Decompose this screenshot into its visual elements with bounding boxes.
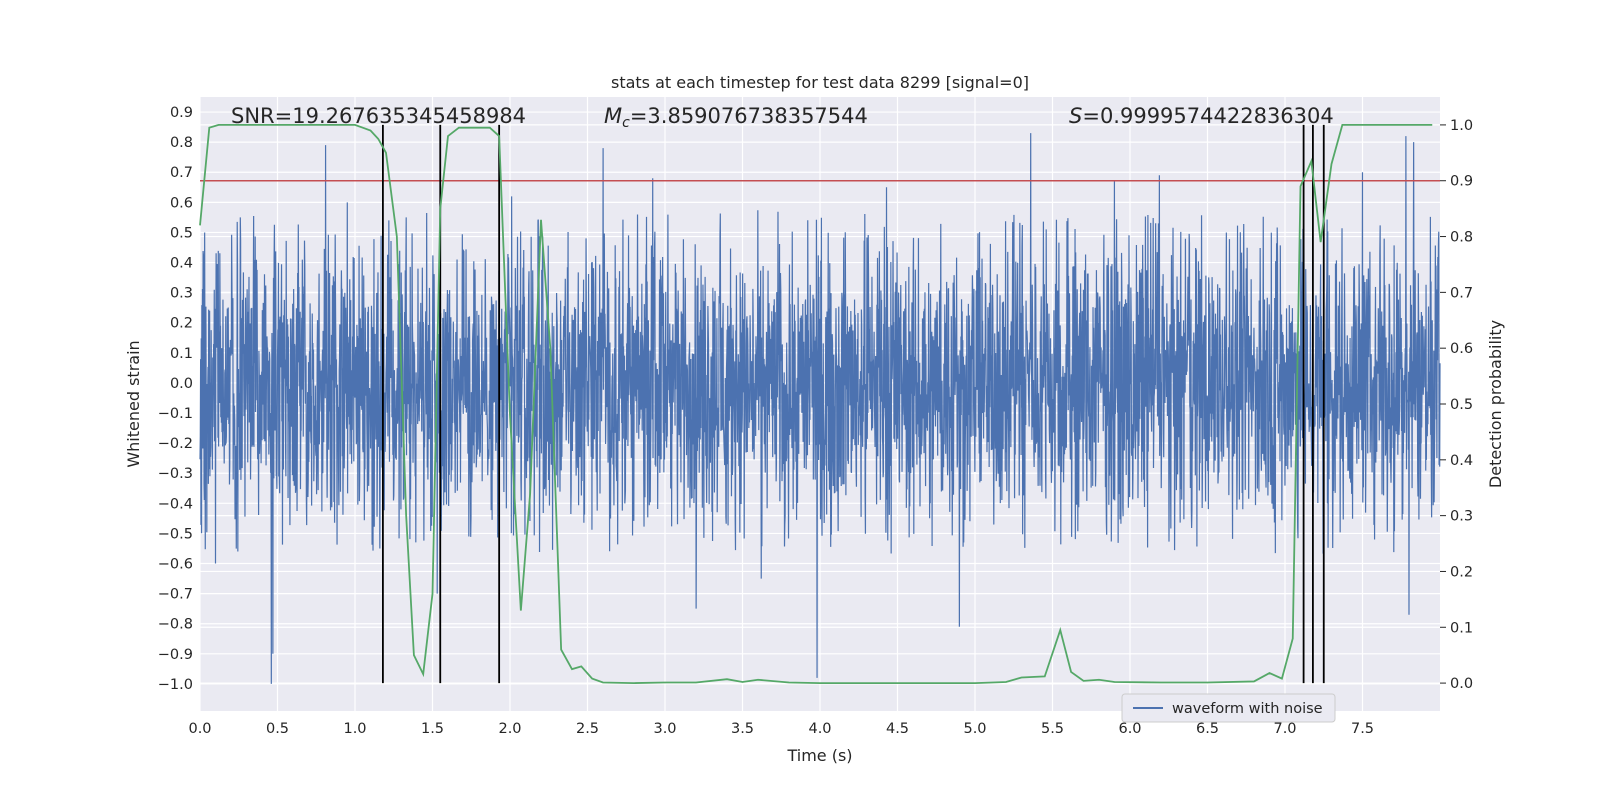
probability-series (199, 124, 1433, 684)
x-tick-label: 5.0 (963, 721, 986, 737)
x-tick-label: 6.5 (1196, 721, 1219, 737)
legend: waveform with noise (1121, 693, 1336, 723)
x-tick-label: 4.5 (886, 721, 909, 737)
x-tick-label: 1.0 (343, 721, 366, 737)
legend-box (1121, 693, 1336, 723)
y-tick-label: −1.0 (158, 677, 193, 693)
y-tick-label: 0.1 (170, 346, 193, 362)
y-tick-label: 0.3 (170, 286, 193, 302)
x-tick-label: 5.5 (1041, 721, 1064, 737)
y2-tick-label: 0.3 (1450, 509, 1473, 525)
y-tick-label: −0.5 (158, 526, 193, 542)
y2-axis-ticks: 1.0 0.9 0.8 0.7 0.6 0.5 0.4 0.3 0.2 0.1 0.0 (1440, 118, 1473, 692)
y-tick-label: −0.6 (158, 557, 193, 573)
waveform-series (199, 133, 1441, 684)
chart-title: stats at each timestep for test data 829… (611, 73, 1029, 92)
y-tick-label: 0.8 (170, 135, 193, 151)
y-tick-label: −0.2 (158, 436, 193, 452)
y2-tick-label: 0.9 (1450, 174, 1473, 190)
y-tick-label: 0.4 (170, 256, 193, 272)
snr-annotation: SNR=19.267635345458984 (231, 104, 526, 128)
x-tick-label: 0.0 (188, 721, 211, 737)
legend-label: waveform with noise (1172, 701, 1323, 717)
y-tick-label: −0.3 (158, 466, 193, 482)
x-tick-label: 2.0 (498, 721, 521, 737)
y-tick-label: 0.9 (170, 105, 193, 121)
y2-tick-label: 0.7 (1450, 285, 1473, 301)
x-axis-ticks: 0.0 0.5 1.0 1.5 2.0 2.5 3.0 3.5 4.0 4.5 5.0 5.5 6.0 6… (188, 721, 1374, 737)
x-tick-label: 1.5 (421, 721, 444, 737)
s-annotation: S=0.9999574422836304 (1069, 104, 1334, 128)
y-tick-label: 0.5 (170, 225, 193, 241)
y-axis-label: Whitened strain (124, 340, 143, 467)
y-tick-label: −0.9 (158, 647, 193, 663)
y-tick-label: 0.6 (170, 195, 193, 211)
y2-tick-label: 0.6 (1450, 341, 1473, 357)
y2-tick-label: 0.8 (1450, 230, 1473, 246)
y2-tick-label: 0.1 (1450, 620, 1473, 636)
y2-tick-label: 0.2 (1450, 564, 1473, 580)
waveform-line (199, 133, 1441, 684)
y-tick-label: −0.1 (158, 406, 193, 422)
y2-tick-label: 0.0 (1450, 676, 1473, 692)
x-tick-label: 3.5 (731, 721, 754, 737)
y-tick-label: −0.7 (158, 587, 193, 603)
y-tick-label: 0.0 (170, 376, 193, 392)
y2-axis-label: Detection probability (1486, 320, 1505, 488)
x-tick-label: 6.0 (1118, 721, 1141, 737)
event-markers (381, 124, 1325, 684)
y-axis-ticks: 0.9 0.8 0.7 0.6 0.5 0.4 0.3 0.2 0.1 0.0 −0.1 −0.2 −0… (158, 105, 193, 693)
x-axis-label: Time (s) (786, 746, 852, 765)
y2-tick-label: 0.5 (1450, 397, 1473, 413)
y-tick-label: 0.7 (170, 165, 193, 181)
probability-line (199, 124, 1433, 684)
x-tick-label: 4.0 (808, 721, 831, 737)
x-tick-label: 3.0 (653, 721, 676, 737)
chirp-mass-annotation: Mc=3.859076738357544 (604, 104, 868, 131)
x-tick-label: 7.5 (1351, 721, 1374, 737)
y-tick-label: 0.2 (170, 316, 193, 332)
x-tick-label: 7.0 (1273, 721, 1296, 737)
x-tick-label: 2.5 (576, 721, 599, 737)
x-tick-label: 0.5 (266, 721, 289, 737)
y2-tick-label: 0.4 (1450, 453, 1473, 469)
y2-tick-label: 1.0 (1450, 118, 1473, 134)
y-tick-label: −0.8 (158, 617, 193, 633)
y-tick-label: −0.4 (158, 496, 193, 512)
